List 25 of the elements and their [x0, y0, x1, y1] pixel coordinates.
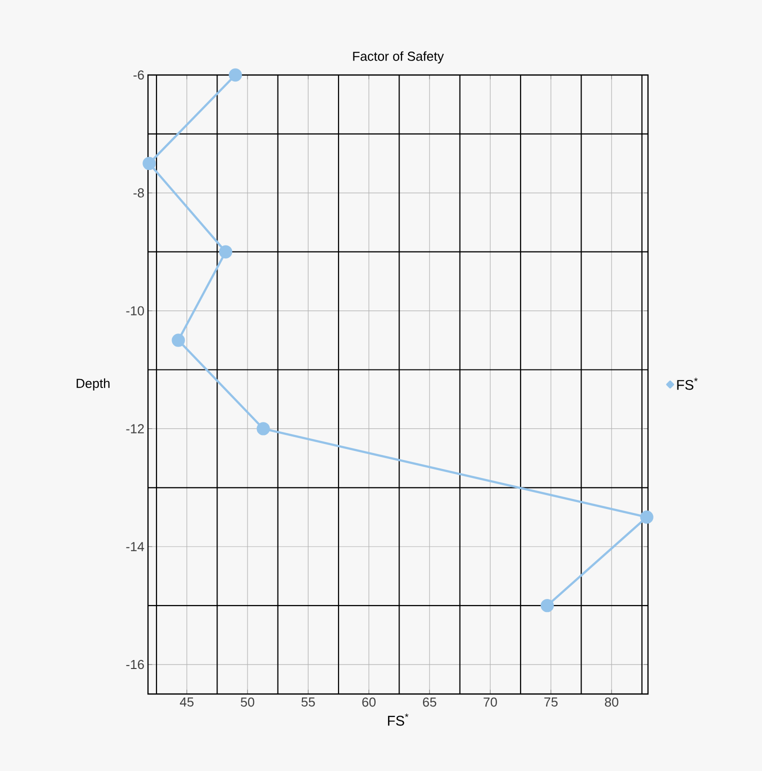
- y-tick-label: -12: [126, 424, 144, 434]
- y-tick-label: -8: [133, 188, 144, 198]
- y-tick-label: -6: [133, 70, 144, 80]
- x-axis-title: FS$^{*}$: [388, 714, 408, 726]
- legend-label: FS$^{*}$: [677, 378, 698, 390]
- point: [172, 334, 185, 347]
- point: [540, 598, 554, 612]
- y-tick-label: -10: [126, 306, 144, 316]
- point: [256, 422, 270, 436]
- point: [142, 156, 156, 170]
- point: [640, 510, 654, 524]
- x-tick-label: 60: [362, 698, 376, 707]
- x-tick-label: 70: [484, 698, 497, 707]
- x-tick-label: 55: [301, 698, 315, 707]
- point: [228, 68, 242, 82]
- chart-title: Factor of Safety: [353, 51, 444, 64]
- y-tick-label: -16: [126, 660, 144, 670]
- y-axis-title: Depth: [76, 378, 110, 391]
- x-tick-label: 65: [422, 698, 436, 707]
- x-tick-label: 45: [180, 698, 194, 707]
- x-tick-label: 75: [544, 698, 558, 707]
- y-tick-label: -14: [126, 542, 144, 552]
- x-tick-label: 50: [240, 698, 254, 707]
- x-tick-label: 80: [604, 698, 618, 707]
- point: [219, 245, 232, 258]
